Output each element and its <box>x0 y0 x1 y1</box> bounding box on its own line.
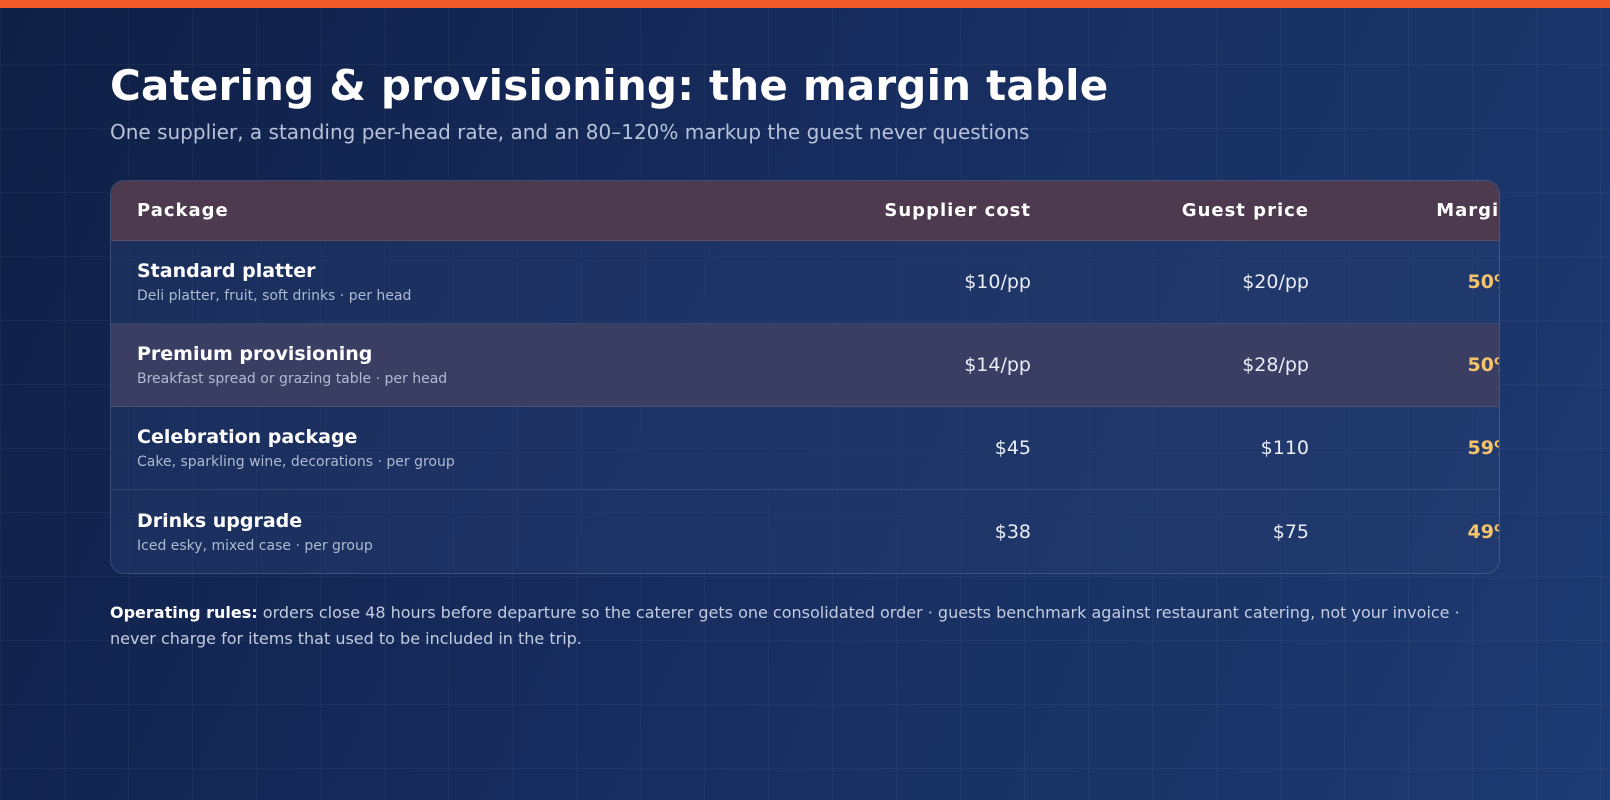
package-cell: Premium provisioning Breakfast spread or… <box>137 341 787 389</box>
operating-rules-label: Operating rules: <box>110 603 258 622</box>
package-description: Cake, sparkling wine, decorations · per … <box>137 454 455 470</box>
package-cell: Standard platter Deli platter, fruit, so… <box>137 258 787 306</box>
margin-value: 50% <box>1467 271 1499 293</box>
margin-value: 49% <box>1467 520 1499 543</box>
accent-bar <box>0 0 1610 8</box>
margin-table: Package Supplier cost Guest price Margin… <box>110 180 1500 574</box>
package-description: Iced esky, mixed case · per group <box>137 537 373 554</box>
table-row: Premium provisioning Breakfast spread or… <box>111 324 1499 407</box>
header-guest-price: Guest price <box>1181 200 1309 221</box>
page-subtitle: One supplier, a standing per-head rate, … <box>110 120 1030 144</box>
package-name: Celebration package <box>137 426 358 448</box>
guest-price-value: $75 <box>1272 520 1309 543</box>
package-description: Breakfast spread or grazing table · per … <box>137 371 448 387</box>
margin-value: 50% <box>1467 354 1499 376</box>
supplier-cost-value: $38 <box>994 520 1031 543</box>
supplier-cost-value: $10/pp <box>964 271 1031 293</box>
package-name: Drinks upgrade <box>137 509 303 532</box>
slide-content: Catering & provisioning: the margin tabl… <box>110 58 1500 652</box>
header-margin: Margin <box>1436 200 1500 221</box>
table-row: Celebration package Cake, sparkling wine… <box>111 407 1499 490</box>
guest-price-value: $28/pp <box>1242 354 1309 376</box>
table-row: Drinks upgrade Iced esky, mixed case · p… <box>111 490 1499 573</box>
supplier-cost-value: $14/pp <box>964 354 1031 376</box>
supplier-cost-value: $45 <box>994 437 1031 459</box>
package-cell: Drinks upgrade Iced esky, mixed case · p… <box>137 508 787 556</box>
table-row: Standard platter Deli platter, fruit, so… <box>111 241 1499 324</box>
package-description: Deli platter, fruit, soft drinks · per h… <box>137 288 412 304</box>
package-name: Standard platter <box>137 260 316 282</box>
header-package: Package <box>137 200 229 221</box>
margin-value: 59% <box>1467 437 1499 459</box>
operating-rules-text: orders close 48 hours before departure s… <box>110 603 1460 648</box>
package-cell: Celebration package Cake, sparkling wine… <box>137 424 787 472</box>
guest-price-value: $20/pp <box>1242 271 1309 293</box>
package-name: Premium provisioning <box>137 343 373 365</box>
header-supplier-cost: Supplier cost <box>884 200 1031 221</box>
operating-rules: Operating rules: orders close 48 hours b… <box>110 600 1480 652</box>
page-title: Catering & provisioning: the margin tabl… <box>110 61 1109 110</box>
guest-price-value: $110 <box>1260 437 1309 459</box>
table-header-row: Package Supplier cost Guest price Margin <box>111 181 1499 241</box>
